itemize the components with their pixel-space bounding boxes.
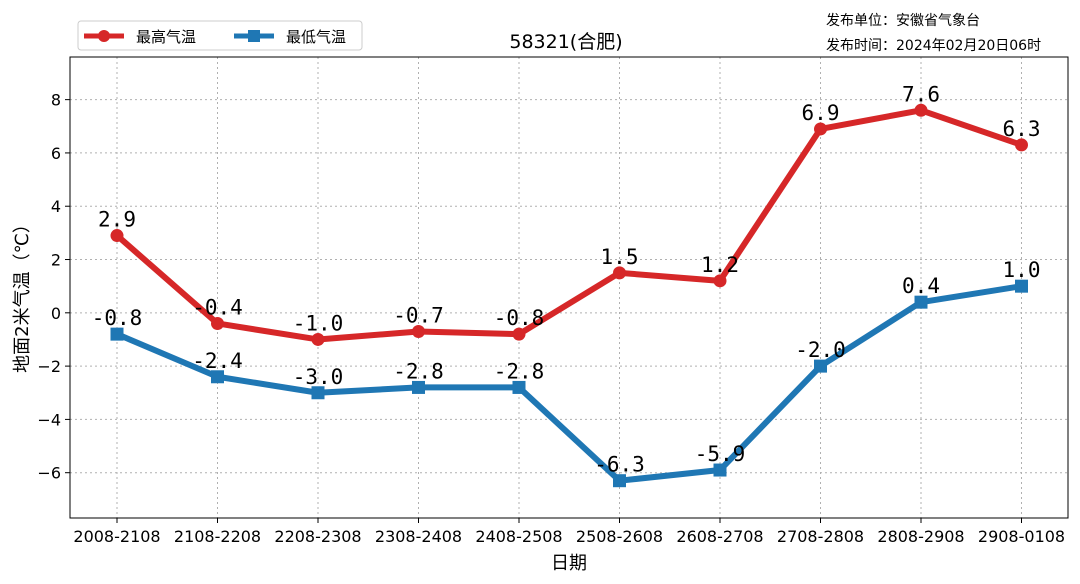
data-point-min [412,380,425,394]
data-label: -2.8 [393,359,444,383]
data-label: 1.2 [701,253,739,277]
data-label: -3.0 [293,365,344,389]
data-label: 6.9 [802,101,840,125]
legend-label-min: 最低气温 [286,28,346,46]
x-tick-label: 2508-2608 [576,527,663,546]
x-axis: 2008-2108 2108-2208 2208-2308 2308-2408 2408… [73,518,1065,546]
x-tick-label: 2308-2408 [375,527,462,546]
data-label: 6.3 [1003,117,1041,141]
data-point-min [814,359,827,373]
data-point-min [211,370,224,384]
publish-time-text: 发布时间：2024年02月20日06时 [826,38,1041,54]
data-label: -0.8 [494,306,545,330]
y-tick-label: 2 [51,251,61,270]
data-label: -0.8 [92,306,143,330]
data-point-max [211,316,224,330]
data-point-max [412,324,425,338]
y-tick-label: −4 [37,410,61,429]
data-label: 7.6 [902,82,940,106]
data-label: 0.4 [902,274,940,298]
data-label: 2.9 [98,208,136,232]
data-point-min [311,386,325,400]
data-point-max [110,229,124,243]
data-label: -2.0 [795,338,846,362]
data-point-min [1015,279,1028,293]
x-axis-label: 日期 [551,553,587,574]
data-point-min [914,295,928,309]
x-tick-label: 2708-2808 [777,527,864,546]
data-point-max [713,274,727,288]
x-tick-label: 2808-2908 [877,527,964,546]
data-label: -2.4 [192,349,243,373]
data-label: -1.0 [293,311,344,335]
data-label: -0.7 [393,303,444,327]
publisher-text: 发布单位：安徽省气象台 [826,13,980,29]
data-label: 1.0 [1003,258,1041,282]
data-label: -5.9 [695,442,746,466]
plot-area [69,56,1069,519]
data-point-max [613,266,626,280]
y-tick-label: 6 [51,144,61,163]
data-point-min [110,327,124,341]
series-line-min [114,283,1025,484]
data-point-min [613,474,626,488]
y-tick-label: 0 [51,304,61,323]
y-axis: −6 −4 −2 0 2 4 6 8 [37,91,70,483]
data-label: -6.3 [594,453,645,477]
legend: 最高气温 最低气温 [77,20,363,51]
legend-label-max: 最高气温 [136,28,196,46]
legend-marker-max [98,30,110,42]
y-axis-label: 地面2米气温（℃） [12,215,33,373]
data-point-min [713,463,727,477]
y-tick-label: −6 [37,464,61,483]
x-tick-label: 2408-2508 [475,527,562,546]
series-line-max [114,107,1025,343]
y-tick-label: −2 [37,357,61,376]
data-point-min [512,380,526,394]
y-tick-label: 4 [51,197,61,216]
legend-marker-min [248,30,260,42]
y-tick-label: 8 [51,91,61,110]
data-point-max [311,332,325,346]
x-tick-label: 2908-0108 [978,527,1065,546]
x-tick-label: 2108-2208 [174,527,261,546]
x-tick-label: 2608-2708 [676,527,763,546]
data-label: -0.4 [192,295,243,319]
x-tick-label: 2208-2308 [274,527,361,546]
legend-box [77,20,363,51]
data-point-max [1015,138,1028,152]
data-label: -2.8 [494,359,545,383]
data-label: 1.5 [601,245,639,269]
data-point-max [814,122,827,136]
data-point-max [512,327,526,341]
series-layer [110,103,1028,488]
data-labels: 2.9 -0.4 -1.0 -0.7 -0.8 1.5 1.2 6.9 7.6 6.3 -0.8 -2… [92,82,1041,476]
chart-title: 58321(合肥) [509,31,622,53]
x-tick-label: 2008-2108 [73,527,160,546]
data-point-max [914,103,928,117]
